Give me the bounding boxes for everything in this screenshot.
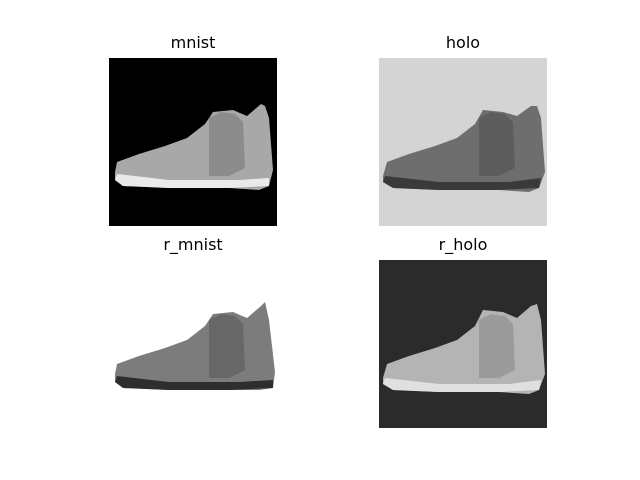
image-r-holo bbox=[379, 260, 547, 428]
panel-title-r-mnist: r_mnist bbox=[163, 235, 223, 254]
panel-title-mnist: mnist bbox=[170, 33, 216, 52]
ankle-boot-image-r-holo bbox=[379, 260, 547, 428]
image-holo bbox=[379, 58, 547, 226]
image-r-mnist bbox=[109, 260, 277, 428]
panel-title-holo: holo bbox=[445, 33, 481, 52]
panel-title-r-holo: r_holo bbox=[438, 235, 488, 254]
ankle-boot-image-holo bbox=[379, 58, 547, 226]
ankle-boot-image-r-mnist bbox=[109, 260, 277, 428]
image-mnist bbox=[109, 58, 277, 226]
ankle-boot-image-mnist bbox=[109, 58, 277, 226]
